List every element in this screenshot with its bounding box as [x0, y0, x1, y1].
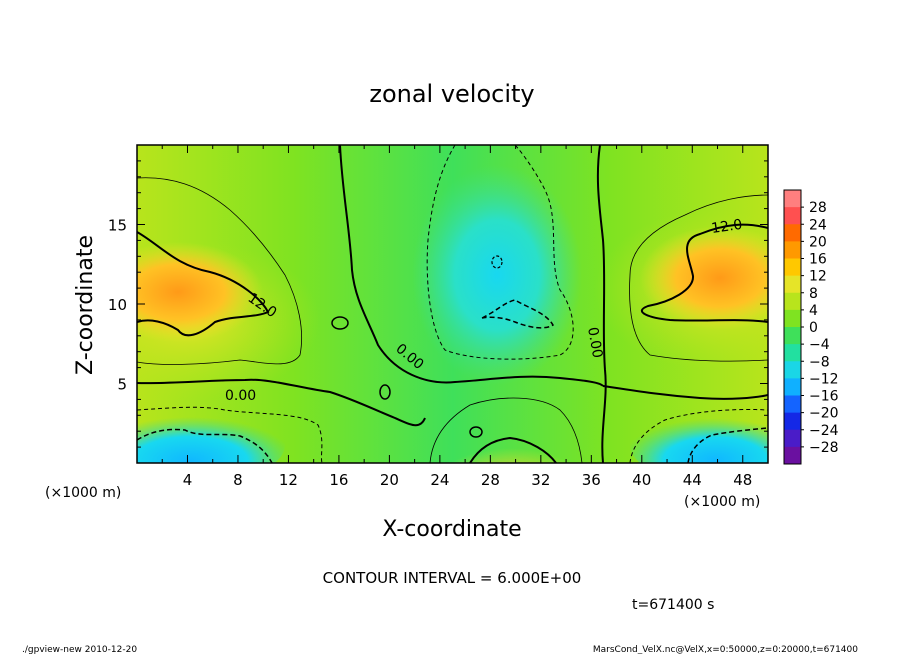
- colorbar-segment: [784, 378, 801, 396]
- y-axis-label: Z-coordinate: [73, 235, 98, 375]
- warm-region-right: [640, 226, 768, 330]
- colorbar-label: 24: [809, 217, 827, 233]
- colorbar-label: −8: [809, 354, 830, 370]
- contour-neg6-bottom-left: [137, 406, 323, 463]
- x-tick-label: 44: [683, 471, 702, 489]
- colorbar-segment: [784, 224, 801, 242]
- contour-label: 0.00: [584, 326, 605, 359]
- contour-6-bottom: [429, 397, 583, 463]
- x-tick-label: 8: [233, 471, 243, 489]
- chart-title: zonal velocity: [369, 80, 534, 108]
- colorbar-segment: [784, 258, 801, 277]
- colorbar-segment: [784, 395, 801, 414]
- colorbar-segment: [784, 309, 801, 328]
- x-unit-note: (×1000 m): [684, 494, 760, 510]
- colorbar-label: 0: [809, 320, 818, 336]
- contour-neg12-bottom-left: [137, 428, 273, 463]
- contour-neg12-center: [481, 299, 555, 329]
- x-axis-label: X-coordinate: [382, 517, 521, 542]
- x-tick-label: 12: [279, 471, 298, 489]
- x-tick-label: 40: [632, 471, 651, 489]
- colorbar-label: −12: [809, 371, 839, 387]
- y-tick-label: 15: [108, 217, 127, 235]
- contour-0-left: [137, 378, 426, 427]
- contour-small-loop: [331, 316, 349, 330]
- colorbar-segment: [784, 327, 801, 345]
- contour-12-bottom: [469, 436, 557, 463]
- colorbar-label: −24: [809, 423, 839, 439]
- contour-interval: CONTOUR INTERVAL = 6.000E+00: [323, 569, 582, 587]
- colorbar-label: −4: [809, 337, 830, 353]
- y-axis: 5 10 15: [108, 160, 768, 448]
- y-tick-label: 10: [108, 296, 127, 314]
- x-tick-label: 4: [183, 471, 193, 489]
- contour-0-middle: [339, 145, 604, 387]
- footer-left: ./gpview-new 2010-12-20: [22, 645, 137, 654]
- colorbar-label: 4: [809, 303, 818, 319]
- x-axis: 4 8 12 16 20 24 28 32 36 40 44 48: [161, 145, 752, 489]
- plot-area: 12.0 12.0 0.00 0.00 0.00: [137, 145, 768, 463]
- colorbar-label: 16: [809, 252, 827, 268]
- time-label: t=671400 s: [632, 597, 714, 613]
- contour-neg6-center: [426, 145, 574, 360]
- warm-region-left: [137, 242, 263, 342]
- warm-region-bottom: [430, 415, 590, 463]
- contour-neg12-bottom-right: [687, 427, 768, 463]
- y-unit-note: (×1000 m): [45, 485, 121, 501]
- colorbar-label: 20: [809, 234, 827, 250]
- colorbar-label: −28: [809, 440, 839, 456]
- x-tick-label: 48: [733, 471, 752, 489]
- y-tick-label: 5: [117, 376, 127, 394]
- colorbar-segment: [784, 275, 801, 294]
- colorbar-segment: [784, 190, 801, 208]
- colorbar-label: −16: [809, 389, 839, 405]
- colorbar-segment: [784, 344, 801, 362]
- cool-region-bottom-right: [630, 407, 768, 463]
- colorbar-segment: [784, 446, 801, 465]
- colorbar-label: 28: [809, 200, 827, 216]
- x-tick-label: 32: [531, 471, 550, 489]
- contour-small-loop: [469, 426, 483, 438]
- contour-label: 0.00: [225, 388, 256, 404]
- contour-small-loop: [379, 384, 391, 400]
- colorbar-segment: [784, 412, 801, 431]
- contour-6-left: [137, 177, 303, 365]
- colorbar-segment: [784, 292, 801, 311]
- x-tick-label: 36: [582, 471, 601, 489]
- contour-0-right: [596, 145, 768, 463]
- colorbar-label: 12: [809, 269, 827, 285]
- x-tick-label: 16: [329, 471, 348, 489]
- x-tick-label: 20: [380, 471, 399, 489]
- colorbar-label: 8: [809, 286, 818, 302]
- colorbar-segment: [784, 207, 801, 225]
- contour-6-right: [629, 194, 768, 362]
- contour-12-right: [640, 223, 768, 323]
- footer-right: MarsCond_VelX.nc@VelX,x=0:50000,z=0:2000…: [593, 645, 858, 654]
- colorbar-label: −20: [809, 406, 839, 422]
- colorbar-segment: [784, 361, 801, 379]
- contour-12-left: [137, 231, 270, 337]
- x-tick-label: 24: [430, 471, 449, 489]
- contour-small-loop: [491, 255, 503, 269]
- cool-region-center: [412, 165, 582, 385]
- colorbar-segment: [784, 241, 801, 259]
- colorbar-segment: [784, 429, 801, 448]
- x-tick-label: 28: [481, 471, 500, 489]
- contour-label: 12.0: [710, 217, 743, 237]
